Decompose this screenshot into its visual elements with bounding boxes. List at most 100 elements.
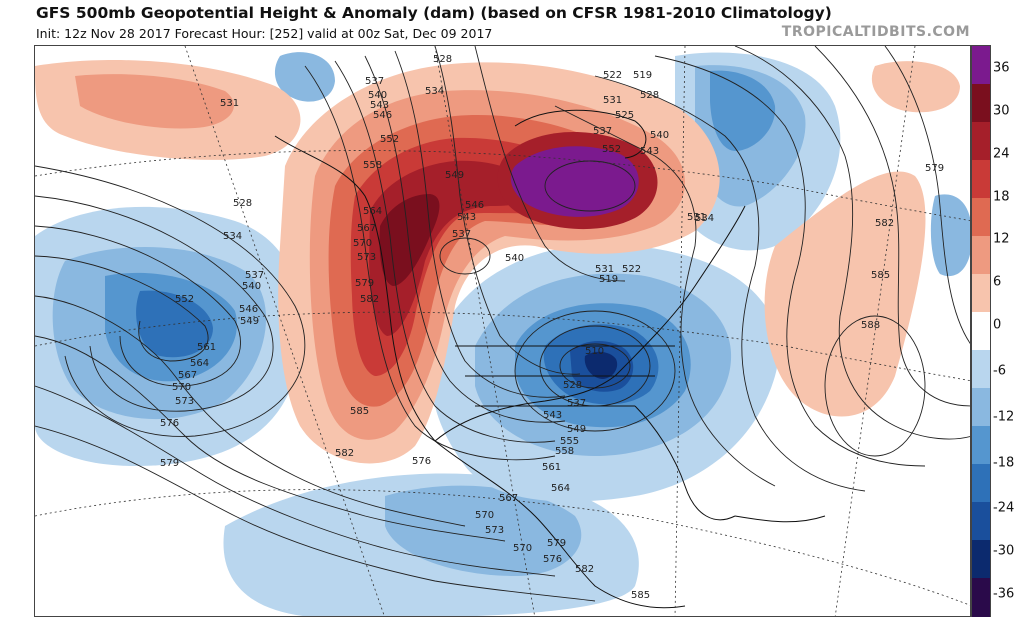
contour-label: 585 [871,270,890,281]
colorbar-segment [972,350,990,390]
contour-label: 534 [425,86,444,97]
colorbar-segment [972,122,990,162]
colorbar-segment [972,540,990,580]
colorbar-tick: 0 [993,317,1002,333]
contour-label: 546 [465,200,484,211]
colorbar-segment [972,84,990,124]
contour-label: 582 [360,294,379,305]
contour-label: 543 [640,146,659,157]
colorbar-segment [972,426,990,466]
contour-label: 528 [433,54,452,65]
colorbar-tick: -36 [993,586,1015,602]
contour-label: 546 [373,110,392,121]
contour-label: 558 [363,160,382,171]
colorbar-tick: -12 [993,409,1015,425]
colorbar-segment [972,274,990,314]
contour-label: 534 [695,213,714,224]
contour-label: 534 [223,231,242,242]
contour-label: 519 [599,274,618,285]
colorbar-segment [972,464,990,504]
contour-label: 567 [178,370,197,381]
contour-label: 537 [452,229,471,240]
contour-label: 531 [220,98,239,109]
contour-label: 585 [631,590,650,601]
colorbar-tick: 36 [993,60,1010,76]
contour-label: 582 [575,564,594,575]
contour-label: 552 [380,134,399,145]
contour-label: 558 [555,446,574,457]
contour-label: 555 [560,436,579,447]
contour-label-group: 531 528 537 540 534 543 546 552 558 564 … [160,54,944,601]
contour-label: 582 [875,218,894,229]
colorbar-segment [972,312,990,352]
contour-label: 573 [175,396,194,407]
contour-label: 564 [363,206,382,217]
colorbar-tick: -18 [993,455,1015,471]
contour-label: 579 [355,278,374,289]
contour-label: 579 [547,538,566,549]
lat-lon-grid [35,46,970,616]
contour-label: 573 [485,525,504,536]
map-title: GFS 500mb Geopotential Height & Anomaly … [36,4,832,22]
colorbar-ticks: 36 30 24 18 12 6 0 -6 -12 -18 -24 -30 -3… [993,45,1024,617]
contour-label: 525 [615,110,634,121]
contour-label: 543 [457,212,476,223]
contour-label: 543 [543,410,562,421]
contour-label: 576 [543,554,562,565]
contour-label: 564 [551,483,570,494]
contour-label: 537 [567,398,586,409]
contour-label: 522 [622,264,641,275]
contour-label: 537 [365,76,384,87]
contour-label: 540 [242,281,261,292]
colorbar-tick: 18 [993,189,1010,205]
contour-label: 585 [350,406,369,417]
contour-label: 519 [633,70,652,81]
contour-label: 528 [640,90,659,101]
colorbar-segment [972,198,990,238]
contour-label: 531 [687,212,706,223]
contour-label: 528 [563,380,582,391]
colorbar-segment [972,236,990,276]
contour-label: 540 [650,130,669,141]
contour-label: 573 [357,252,376,263]
contour-label: 549 [445,170,464,181]
coastlines [274,109,826,609]
contour-label: 567 [499,493,518,504]
contour-label: 570 [172,382,191,393]
contour-label: 576 [412,456,431,467]
contour-label: 543 [370,100,389,111]
contour-label: 579 [925,163,944,174]
contour-label: 552 [602,144,621,155]
colorbar [971,45,991,618]
contour-label: 531 [595,264,614,275]
colorbar-segment [972,578,990,618]
colorbar-tick: 12 [993,231,1010,247]
contour-label: 537 [593,126,612,137]
contour-label: 576 [160,418,179,429]
colorbar-segment [972,46,990,86]
contour-label: 549 [567,424,586,435]
contour-label: 570 [353,238,372,249]
colorbar-tick: 30 [993,103,1010,119]
contour-label: 546 [239,304,258,315]
colorbar-tick: -24 [993,500,1015,516]
map-canvas: 531 528 537 540 534 543 546 552 558 564 … [35,46,970,616]
contour-label: 540 [368,90,387,101]
contour-label: 570 [475,510,494,521]
contour-label: 570 [513,543,532,554]
colorbar-tick: 24 [993,146,1010,162]
contour-label: 528 [233,198,252,209]
contour-label: 582 [335,448,354,459]
colorbar-tick: -6 [993,363,1006,379]
contour-label: 531 [603,95,622,106]
colorbar-tick: 6 [993,274,1002,290]
contour-label: 561 [542,462,561,473]
contour-label: 564 [190,358,209,369]
contour-label: 552 [175,294,194,305]
contour-label: 540 [505,253,524,264]
contour-label: 567 [357,223,376,234]
contour-label: 588 [861,320,880,331]
colorbar-segment [972,160,990,200]
contour-label: 537 [245,270,264,281]
contour-label: 522 [603,70,622,81]
